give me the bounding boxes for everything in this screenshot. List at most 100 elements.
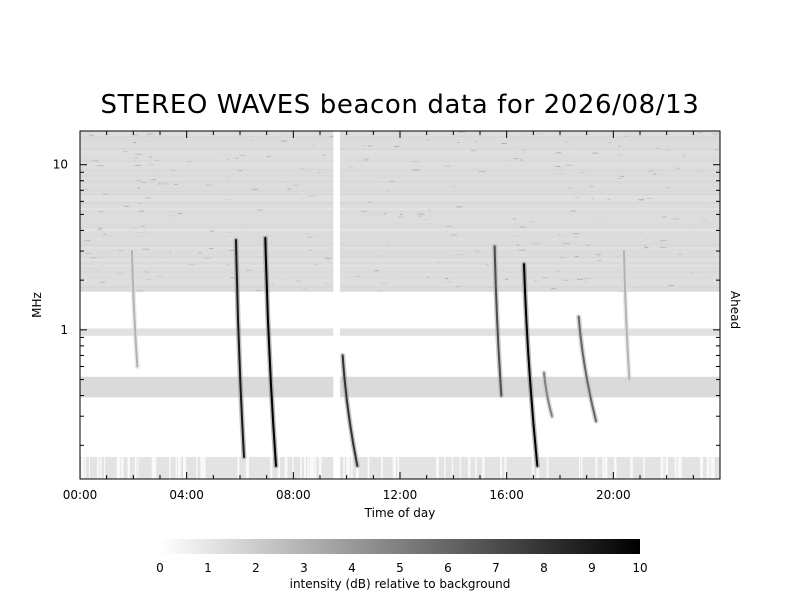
noise-speck bbox=[689, 224, 692, 226]
noise-speck bbox=[607, 198, 611, 200]
noise-speck bbox=[564, 141, 568, 143]
noise-speck bbox=[96, 165, 104, 167]
noise-speck bbox=[446, 281, 453, 283]
noise-speck bbox=[230, 276, 234, 278]
noise-speck bbox=[227, 178, 231, 180]
noise-speck bbox=[245, 148, 252, 150]
noise-speck bbox=[677, 253, 683, 255]
noise-speck bbox=[293, 184, 299, 186]
noise-gap bbox=[663, 456, 665, 479]
noise-gap bbox=[712, 456, 715, 479]
noise-speck bbox=[280, 140, 287, 142]
noise-speck bbox=[144, 271, 149, 273]
noise-gap bbox=[122, 456, 124, 479]
noise-speck bbox=[528, 221, 535, 223]
noise-speck bbox=[156, 275, 162, 277]
background-band-4 bbox=[80, 456, 720, 479]
noise-gap bbox=[579, 456, 581, 479]
noise-speck bbox=[329, 136, 336, 138]
noise-gap bbox=[97, 456, 100, 479]
noise-speck bbox=[239, 154, 246, 156]
noise-speck bbox=[140, 225, 146, 227]
noise-gap bbox=[348, 456, 350, 479]
noise-gap bbox=[475, 456, 477, 479]
noise-speck bbox=[714, 149, 719, 151]
noise-speck bbox=[532, 243, 539, 245]
noise-speck bbox=[210, 230, 214, 232]
noise-gap bbox=[468, 456, 471, 479]
noise-speck bbox=[98, 210, 104, 212]
noise-speck bbox=[555, 166, 561, 168]
noise-speck bbox=[656, 147, 660, 149]
noise-speck bbox=[455, 206, 462, 208]
noise-speck bbox=[235, 157, 239, 159]
colorbar-label: intensity (dB) relative to background bbox=[290, 577, 511, 591]
x-tick-label: 04:00 bbox=[169, 488, 204, 502]
noise-speck bbox=[585, 244, 591, 246]
noise-speck bbox=[541, 277, 548, 279]
noise-speck bbox=[146, 133, 153, 135]
noise-speck bbox=[97, 228, 102, 230]
colorbar-tick-label: 4 bbox=[348, 561, 356, 575]
noise-speck bbox=[171, 170, 176, 172]
noise-speck bbox=[305, 233, 309, 235]
noise-speck bbox=[300, 198, 306, 200]
noise-speck bbox=[227, 264, 230, 266]
noise-speck bbox=[682, 155, 686, 157]
noise-gap bbox=[459, 456, 461, 479]
noise-gap bbox=[127, 456, 131, 479]
noise-speck bbox=[138, 202, 142, 204]
y-axis-label: MHz bbox=[30, 292, 44, 318]
noise-speck bbox=[534, 279, 537, 281]
noise-speck bbox=[597, 259, 602, 261]
noise-speck bbox=[515, 235, 520, 237]
noise-speck bbox=[378, 290, 382, 292]
noise-speck bbox=[308, 195, 315, 197]
noise-speck bbox=[512, 218, 517, 220]
noise-speck bbox=[348, 167, 354, 169]
noise-gap bbox=[154, 456, 157, 479]
noise-speck bbox=[451, 185, 456, 187]
noise-gap bbox=[678, 456, 682, 479]
y-axis: 1 10 bbox=[53, 158, 720, 446]
noise-speck bbox=[444, 277, 449, 279]
noise-speck bbox=[710, 206, 714, 208]
burst-core bbox=[235, 239, 245, 458]
noise-speck bbox=[205, 184, 212, 186]
noise-speck bbox=[598, 251, 605, 253]
noise-gap bbox=[381, 456, 383, 479]
colorbar-tick-label: 2 bbox=[252, 561, 260, 575]
noise-gap bbox=[88, 456, 90, 479]
burst-core bbox=[493, 245, 503, 397]
noise-speck bbox=[659, 242, 664, 244]
noise-speck bbox=[133, 141, 137, 143]
noise-speck bbox=[456, 141, 460, 143]
noise-speck bbox=[301, 288, 308, 290]
noise-speck bbox=[374, 270, 380, 272]
noise-speck bbox=[563, 242, 570, 244]
noise-speck bbox=[399, 213, 403, 215]
noise-gap bbox=[137, 456, 139, 479]
noise-speck bbox=[555, 152, 562, 154]
noise-speck bbox=[165, 262, 168, 264]
noise-speck bbox=[551, 288, 557, 290]
noise-speck bbox=[397, 216, 405, 218]
noise-speck bbox=[558, 233, 561, 235]
noise-speck bbox=[645, 238, 648, 240]
noise-gap bbox=[292, 456, 294, 479]
noise-speck bbox=[618, 290, 625, 292]
noise-gap bbox=[319, 456, 322, 479]
noise-speck bbox=[456, 286, 461, 288]
noise-gap bbox=[700, 456, 704, 479]
noise-gap bbox=[104, 456, 106, 479]
noise-gap bbox=[81, 456, 84, 479]
noise-speck bbox=[136, 180, 142, 182]
noise-speck bbox=[537, 133, 544, 135]
noise-speck bbox=[521, 149, 527, 151]
low-frequency-noise bbox=[81, 456, 715, 479]
noise-speck bbox=[355, 275, 360, 277]
noise-speck bbox=[84, 240, 91, 242]
noise-gap bbox=[444, 456, 446, 479]
noise-gap bbox=[84, 456, 86, 479]
x-tick-label: 08:00 bbox=[276, 488, 311, 502]
